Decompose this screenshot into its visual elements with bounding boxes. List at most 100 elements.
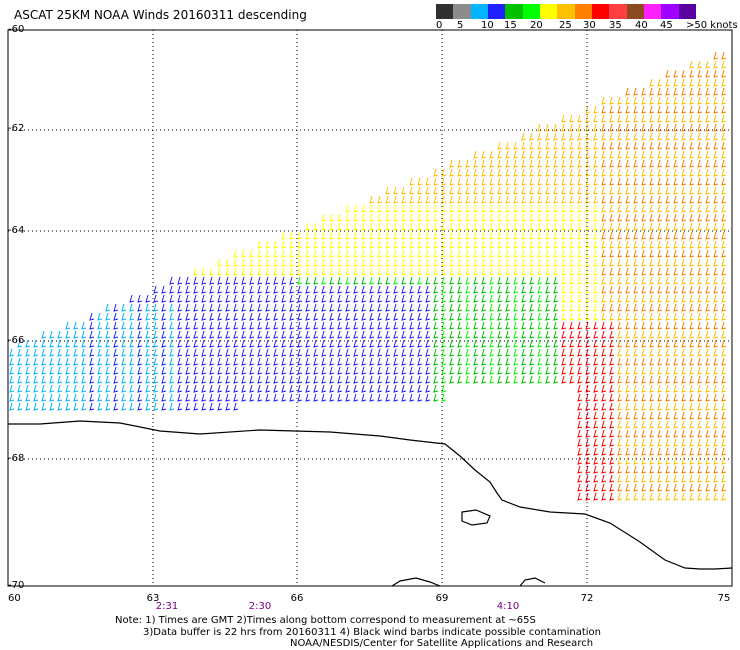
time-label-2: 2:30 bbox=[248, 601, 272, 612]
wind-barb bbox=[377, 348, 383, 357]
wind-barb bbox=[641, 186, 647, 195]
wind-barb bbox=[49, 402, 55, 411]
wind-barb bbox=[521, 339, 527, 348]
wind-barb bbox=[633, 168, 639, 177]
wind-barb bbox=[593, 384, 599, 393]
wind-barb bbox=[505, 312, 511, 321]
wind-barb bbox=[265, 357, 271, 366]
wind-barb bbox=[521, 258, 527, 267]
wind-barb bbox=[321, 240, 327, 249]
wind-barb bbox=[441, 249, 447, 258]
graticule bbox=[8, 30, 732, 586]
wind-barb bbox=[361, 294, 367, 303]
wind-barb bbox=[465, 375, 471, 384]
wind-barb bbox=[417, 366, 423, 375]
wind-barb bbox=[321, 393, 327, 402]
wind-barb bbox=[145, 402, 151, 411]
wind-barb bbox=[489, 330, 495, 339]
wind-barb bbox=[585, 456, 591, 465]
wind-barb bbox=[377, 375, 383, 384]
wind-barb bbox=[689, 384, 695, 393]
wind-barb bbox=[217, 294, 223, 303]
wind-barb bbox=[129, 357, 135, 366]
wind-barb bbox=[713, 411, 719, 420]
wind-barb bbox=[385, 375, 391, 384]
wind-barb bbox=[361, 321, 367, 330]
wind-barb bbox=[97, 357, 103, 366]
wind-barb bbox=[497, 150, 503, 159]
lat-label-60: -60 bbox=[8, 24, 25, 35]
wind-barb bbox=[593, 366, 599, 375]
wind-barb bbox=[201, 321, 207, 330]
wind-barb bbox=[313, 276, 319, 285]
wind-barb bbox=[665, 96, 671, 105]
wind-barb bbox=[401, 393, 407, 402]
wind-barb bbox=[449, 249, 455, 258]
wind-barb bbox=[665, 159, 671, 168]
wind-barb bbox=[673, 321, 679, 330]
wind-barb bbox=[129, 303, 135, 312]
wind-barb bbox=[177, 276, 183, 285]
wind-barb bbox=[633, 213, 639, 222]
wind-barb bbox=[609, 303, 615, 312]
map-title: ASCAT 25KM NOAA Winds 20160311 descendin… bbox=[14, 8, 307, 22]
wind-barb bbox=[417, 186, 423, 195]
wind-barb bbox=[705, 267, 711, 276]
wind-barb bbox=[609, 114, 615, 123]
wind-barb bbox=[217, 357, 223, 366]
wind-barb bbox=[337, 276, 343, 285]
wind-barb bbox=[649, 303, 655, 312]
wind-barb bbox=[585, 429, 591, 438]
wind-barb bbox=[625, 195, 631, 204]
wind-barb bbox=[177, 357, 183, 366]
wind-barb bbox=[81, 348, 87, 357]
wind-barb bbox=[137, 357, 143, 366]
wind-barb bbox=[705, 213, 711, 222]
wind-barb bbox=[705, 402, 711, 411]
wind-barb bbox=[617, 474, 623, 483]
wind-barb bbox=[561, 330, 567, 339]
wind-barb bbox=[449, 276, 455, 285]
wind-barb bbox=[609, 285, 615, 294]
coastline-island bbox=[461, 509, 491, 526]
wind-barb bbox=[265, 303, 271, 312]
wind-barb bbox=[721, 357, 727, 366]
wind-barb bbox=[529, 222, 535, 231]
wind-barb bbox=[585, 294, 591, 303]
wind-barb bbox=[185, 339, 191, 348]
wind-barb bbox=[521, 276, 527, 285]
wind-barb bbox=[505, 159, 511, 168]
wind-barb bbox=[633, 420, 639, 429]
wind-barb bbox=[697, 294, 703, 303]
wind-barb bbox=[689, 285, 695, 294]
wind-barb bbox=[601, 96, 607, 105]
wind-barb bbox=[137, 312, 143, 321]
wind-barb bbox=[689, 150, 695, 159]
wind-barb bbox=[617, 483, 623, 492]
wind-barb bbox=[633, 105, 639, 114]
wind-barb bbox=[129, 339, 135, 348]
wind-barb bbox=[657, 231, 663, 240]
wind-barb bbox=[441, 240, 447, 249]
wind-barb bbox=[153, 402, 159, 411]
wind-barb bbox=[113, 303, 119, 312]
wind-barb bbox=[457, 186, 463, 195]
wind-barb bbox=[561, 375, 567, 384]
wind-barb bbox=[177, 312, 183, 321]
wind-barb bbox=[321, 258, 327, 267]
wind-barb bbox=[137, 339, 143, 348]
wind-barb bbox=[721, 465, 727, 474]
wind-barb bbox=[225, 402, 231, 411]
wind-barb bbox=[193, 303, 199, 312]
wind-barb bbox=[481, 249, 487, 258]
wind-barb bbox=[649, 114, 655, 123]
wind-barb bbox=[601, 474, 607, 483]
wind-barb bbox=[649, 447, 655, 456]
wind-barb bbox=[681, 393, 687, 402]
wind-barb bbox=[201, 339, 207, 348]
wind-barb bbox=[433, 231, 439, 240]
wind-barb bbox=[217, 384, 223, 393]
wind-barb bbox=[633, 240, 639, 249]
wind-barb bbox=[273, 312, 279, 321]
wind-barb bbox=[609, 267, 615, 276]
